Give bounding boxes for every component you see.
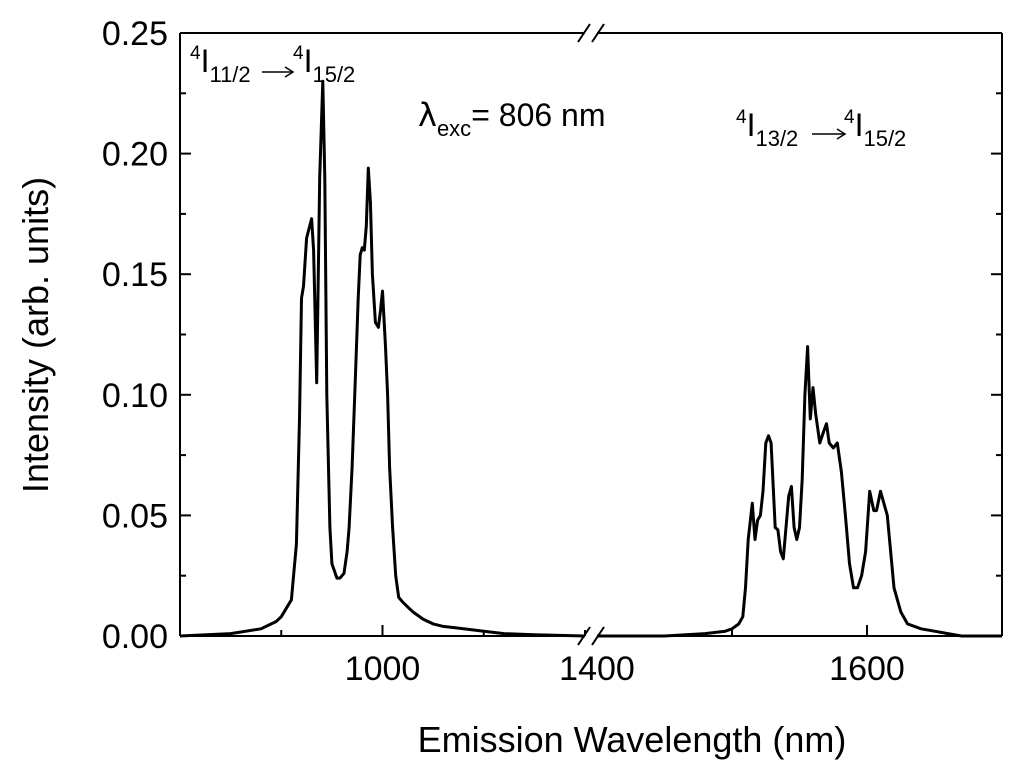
axis-break-top [577,23,605,43]
svg-text:4I15/2: 4I15/2 [844,107,906,151]
svg-text:4I13/2: 4I13/2 [736,107,798,151]
ann2-main-right: I [855,107,864,143]
emission-spectrum-line-1 [179,79,586,638]
tick-labels-layer: 0.00 0.05 0.10 0.15 0.20 0.25 1000 1400 1600 [102,15,905,688]
svg-text:4I15/2: 4I15/2 [293,43,355,87]
ann1-sub-right: 15/2 [312,62,355,87]
exc-symbol: λ [418,96,437,134]
ann1-sup-left: 4 [190,43,201,64]
emission-spectrum-line-2 [597,345,1002,638]
exc-value: = 806 nm [471,97,605,133]
ann1-main-right: I [304,43,313,79]
exc-sub: exc [437,116,471,141]
svg-text:λexc= 806 nm: λexc= 806 nm [418,96,606,141]
y-tick-label: 0.05 [102,497,168,535]
series-layer [179,79,1002,638]
y-axis-title: Intensity (arb. units) [15,177,56,493]
x-axis-title: Emission Wavelength (nm) [418,719,847,760]
svg-text:4I11/2: 4I11/2 [190,43,251,87]
ann2-arrow-head [836,128,847,140]
ann2-sub-right: 15/2 [863,126,906,151]
ann1-sup-right: 4 [293,43,304,64]
y-tick-label: 0.15 [102,256,168,294]
ann2-main-left: I [747,107,756,143]
x-tick-label: 1000 [345,650,421,688]
y-tick-label: 0.10 [102,377,168,415]
y-tick-label: 0.20 [102,136,168,174]
y-tick-label: 0.00 [102,618,168,656]
ann2-sub-left: 13/2 [755,126,798,151]
ann2-sup-right: 4 [844,107,855,128]
annotation-transition-2: 4I13/2 4I15/2 [736,107,906,151]
ann1-main-left: I [201,43,210,79]
y-tick-label: 0.25 [102,15,168,53]
ann1-arrow-head [284,66,295,78]
annotation-transition-1: 4I11/2 4I15/2 [190,43,355,87]
annotation-excitation: λexc= 806 nm [418,96,606,141]
ann2-sup-left: 4 [736,107,747,128]
x-tick-label: 1600 [829,650,905,688]
x-tick-label: 1400 [559,650,635,688]
ann1-sub-left: 11/2 [209,62,250,87]
